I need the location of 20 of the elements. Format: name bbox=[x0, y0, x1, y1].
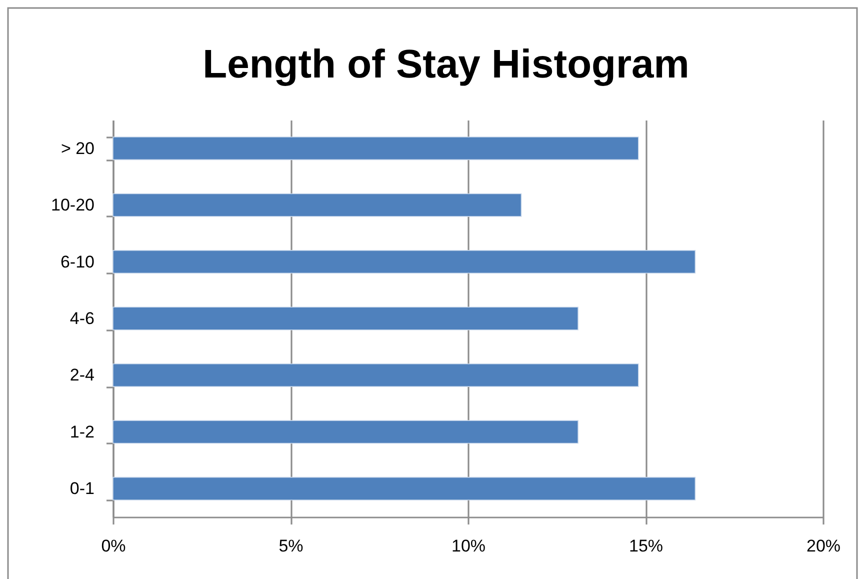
y-tick-label: 1-2 bbox=[70, 422, 94, 442]
y-tick-label: 6-10 bbox=[60, 252, 94, 272]
bar bbox=[112, 476, 696, 500]
x-tick-label: 5% bbox=[278, 536, 304, 556]
x-tick-label: 0% bbox=[101, 536, 126, 556]
x-tick-label: 10% bbox=[451, 536, 486, 556]
chart-title: Length of Stay Histogram bbox=[202, 42, 690, 86]
bar bbox=[112, 363, 639, 387]
y-tick-label: 0-1 bbox=[70, 479, 94, 498]
y-tick-label: 10-20 bbox=[51, 196, 94, 215]
bar bbox=[112, 136, 639, 160]
y-tick-label: > 20 bbox=[60, 138, 94, 158]
x-tick-label: 15% bbox=[628, 536, 664, 556]
bar bbox=[112, 193, 522, 217]
y-tick-label: 4-6 bbox=[70, 309, 94, 328]
bar bbox=[112, 306, 578, 330]
x-tick-label: 20% bbox=[806, 536, 841, 556]
bar bbox=[112, 250, 696, 274]
bar bbox=[112, 420, 578, 444]
y-tick-label: 2-4 bbox=[70, 366, 94, 385]
